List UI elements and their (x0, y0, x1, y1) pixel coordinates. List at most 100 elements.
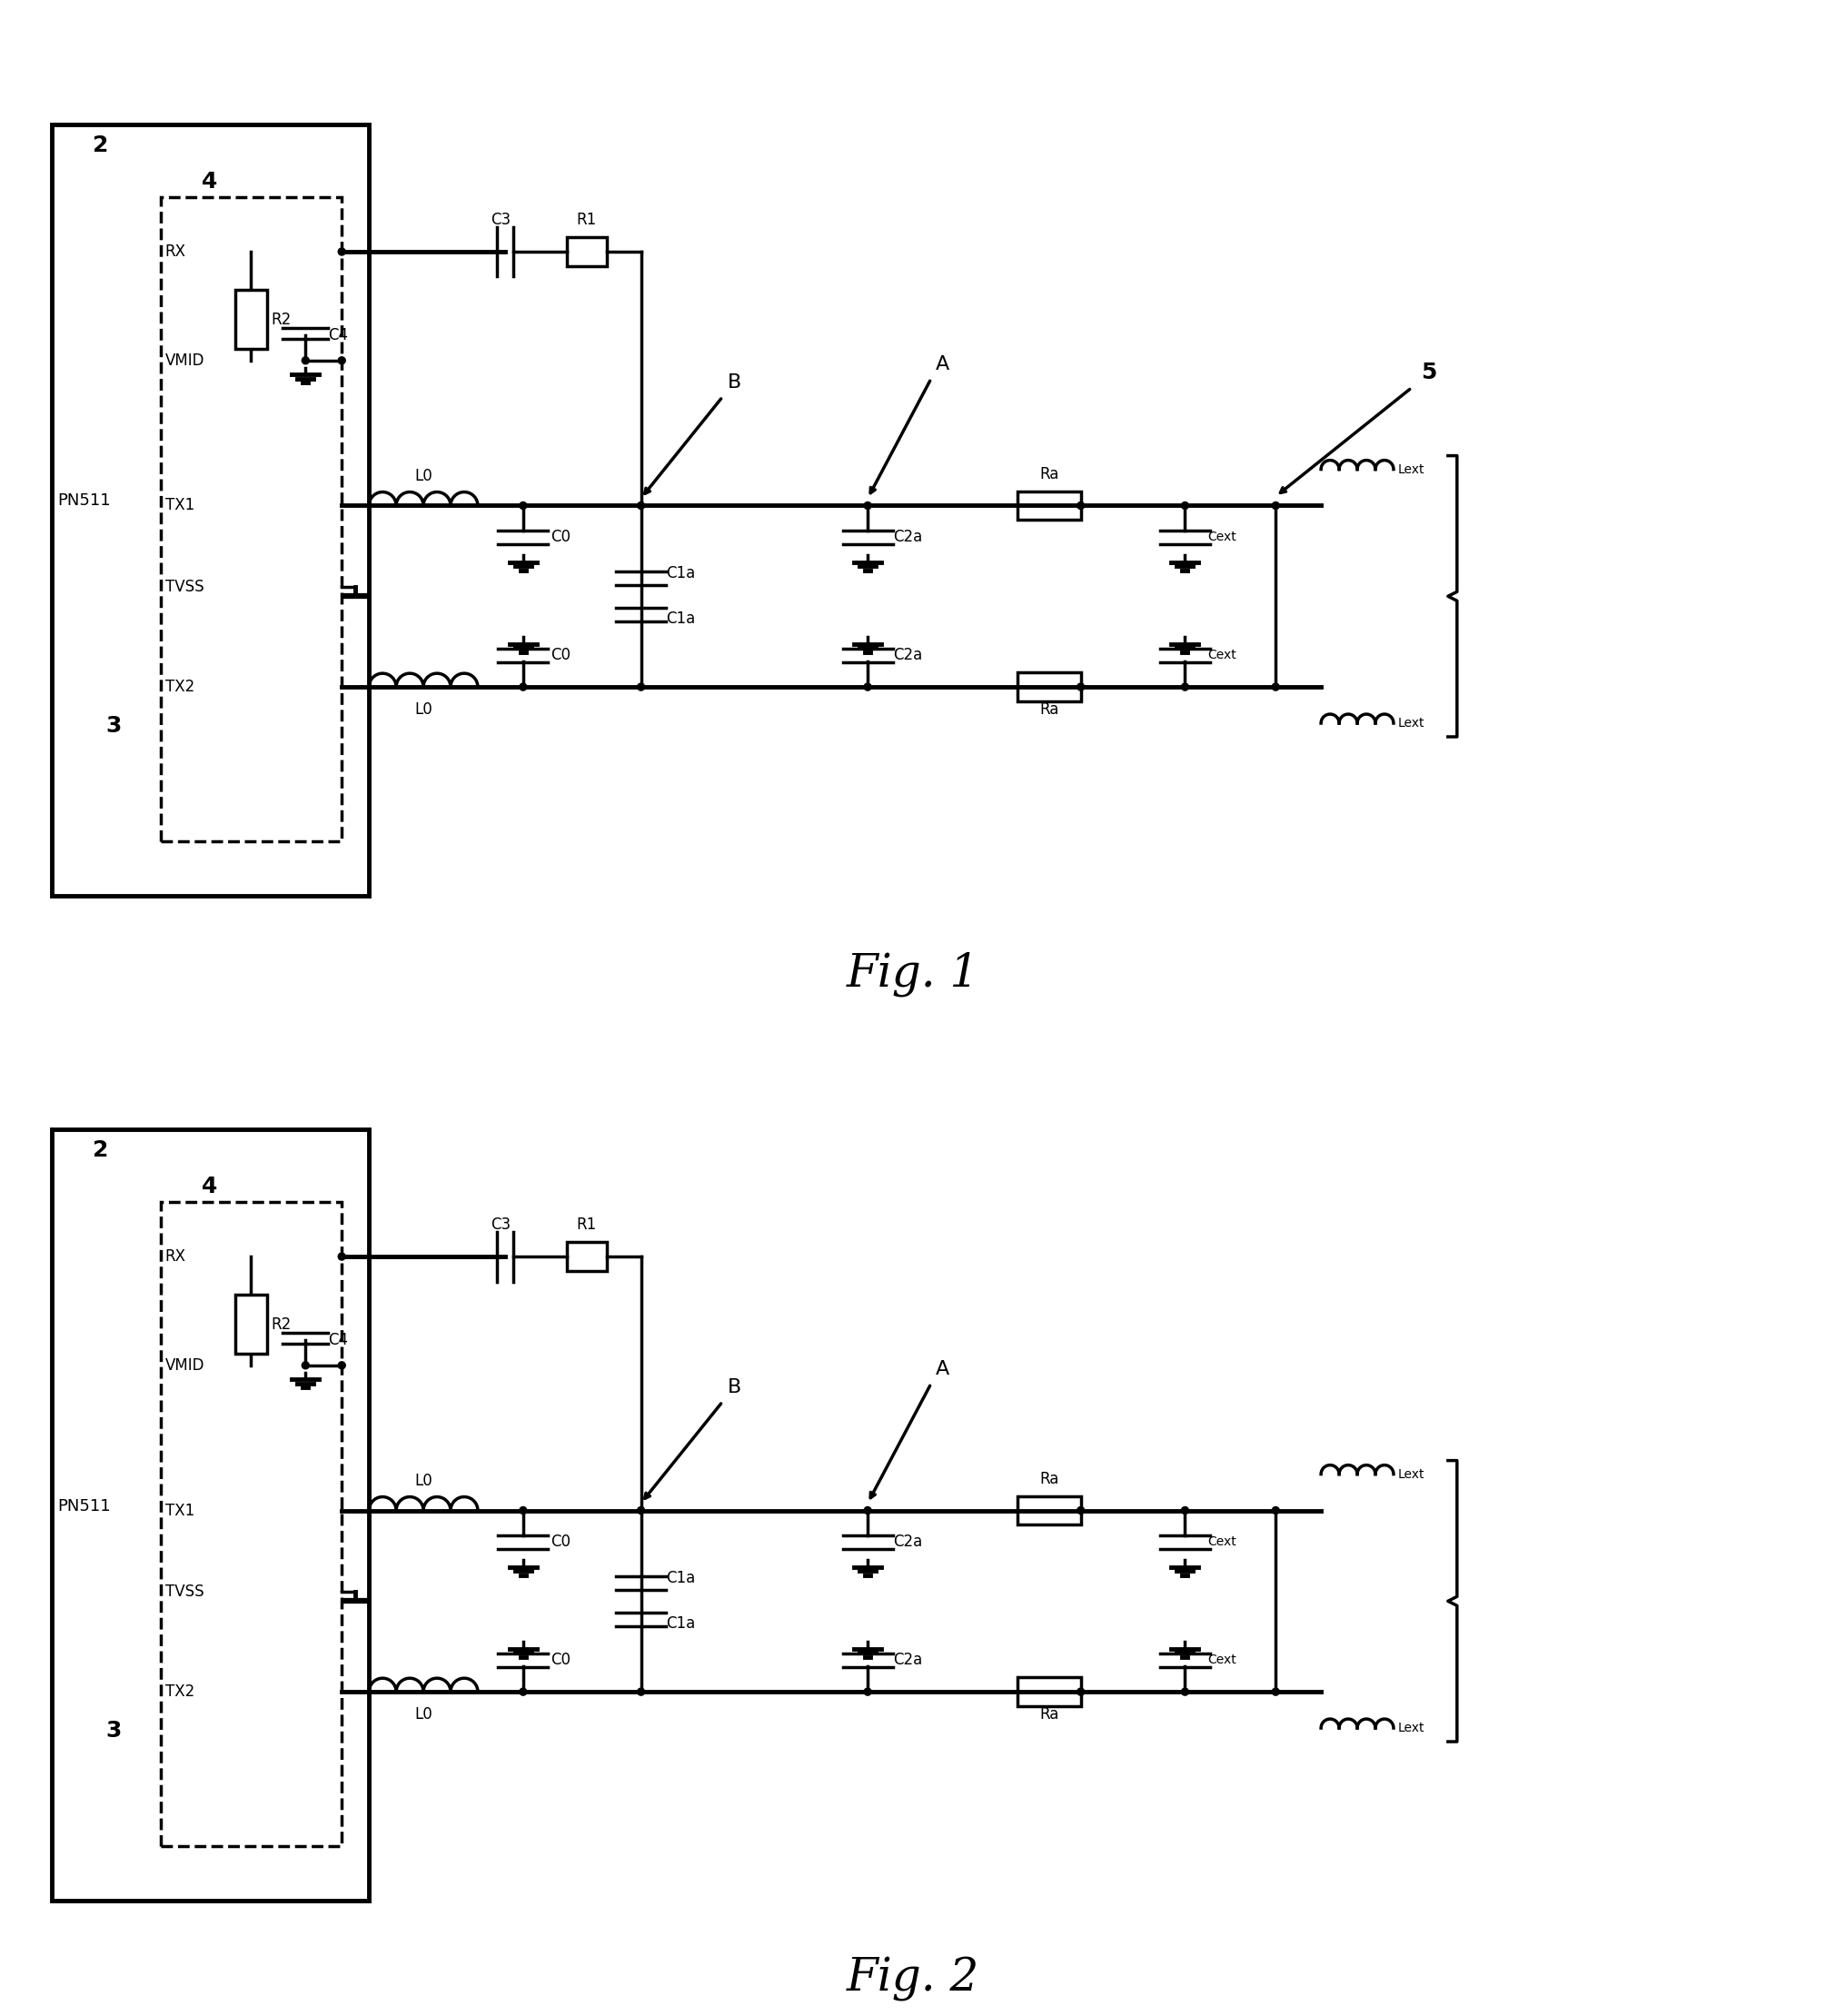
Circle shape (637, 1687, 645, 1695)
Text: Ra: Ra (1039, 1706, 1059, 1722)
Circle shape (519, 683, 526, 691)
Circle shape (1181, 1506, 1189, 1514)
Text: TVSS: TVSS (164, 1585, 205, 1601)
Text: C0: C0 (550, 1651, 570, 1667)
Text: VMID: VMID (164, 353, 205, 369)
Bar (1017, 1677, 1081, 1706)
Text: R1: R1 (577, 212, 597, 228)
Text: Cext: Cext (1207, 1536, 1236, 1548)
Circle shape (1181, 502, 1189, 510)
Text: Lext: Lext (1399, 718, 1424, 730)
Circle shape (637, 502, 645, 510)
Circle shape (864, 1687, 871, 1695)
Text: C4: C4 (329, 327, 349, 343)
Text: Lext: Lext (1399, 464, 1424, 476)
Text: Cext: Cext (1207, 530, 1236, 544)
Text: TX2: TX2 (164, 679, 194, 696)
Text: 3: 3 (106, 1720, 122, 1742)
Text: C2a: C2a (893, 1651, 922, 1667)
Text: Lext: Lext (1399, 1468, 1424, 1480)
Text: Cext: Cext (1207, 649, 1236, 661)
Bar (1017, 492, 1081, 520)
Circle shape (1273, 683, 1280, 691)
Text: RX: RX (164, 244, 186, 260)
Text: A: A (935, 355, 950, 373)
Text: Ra: Ra (1039, 1470, 1059, 1488)
Circle shape (338, 248, 345, 256)
Text: R2: R2 (270, 1316, 292, 1333)
Text: L0: L0 (415, 1472, 433, 1488)
Circle shape (338, 1252, 345, 1260)
Text: PN511: PN511 (57, 1498, 111, 1514)
Circle shape (1181, 683, 1189, 691)
Bar (236, 1294, 267, 1355)
Text: C1a: C1a (666, 564, 696, 583)
Text: C1a: C1a (666, 1615, 696, 1631)
Text: B: B (727, 1379, 741, 1397)
Text: Fig. 1: Fig. 1 (847, 952, 979, 996)
Text: B: B (727, 373, 741, 391)
Circle shape (1077, 502, 1085, 510)
Circle shape (1077, 683, 1085, 691)
Text: C4: C4 (329, 1333, 349, 1349)
Bar (161, 198, 341, 841)
Text: 2: 2 (93, 1139, 108, 1161)
Circle shape (864, 683, 871, 691)
Bar (566, 1242, 606, 1270)
Text: C1a: C1a (666, 611, 696, 627)
Text: C3: C3 (491, 212, 511, 228)
Circle shape (1077, 1506, 1085, 1514)
Text: C2a: C2a (893, 647, 922, 663)
Text: VMID: VMID (164, 1357, 205, 1373)
Text: C0: C0 (550, 528, 570, 546)
Circle shape (637, 1506, 645, 1514)
Circle shape (1273, 502, 1280, 510)
Text: L0: L0 (415, 468, 433, 484)
Circle shape (1077, 1687, 1085, 1695)
Circle shape (519, 1687, 526, 1695)
Bar (51, 1129, 369, 1901)
Circle shape (864, 1506, 871, 1514)
Bar (236, 290, 267, 349)
Circle shape (1273, 1506, 1280, 1514)
Text: PN511: PN511 (57, 492, 111, 510)
Bar (161, 1202, 341, 1847)
Text: L0: L0 (415, 1706, 433, 1722)
Text: R2: R2 (270, 312, 292, 329)
Circle shape (637, 683, 645, 691)
Text: 5: 5 (1421, 361, 1437, 383)
Text: C2a: C2a (893, 528, 922, 546)
Circle shape (338, 1361, 345, 1369)
Text: TVSS: TVSS (164, 579, 205, 595)
Circle shape (1181, 1687, 1189, 1695)
Text: Fig. 2: Fig. 2 (847, 1956, 979, 2002)
Text: Ra: Ra (1039, 466, 1059, 482)
Bar (1017, 673, 1081, 702)
Circle shape (864, 502, 871, 510)
Text: 2: 2 (93, 135, 108, 157)
Text: L0: L0 (415, 702, 433, 718)
Circle shape (519, 1506, 526, 1514)
Text: C1a: C1a (666, 1570, 696, 1587)
Text: C3: C3 (491, 1216, 511, 1234)
Bar (51, 125, 369, 895)
Text: Ra: Ra (1039, 702, 1059, 718)
Text: 3: 3 (106, 716, 122, 736)
Text: 4: 4 (201, 1175, 217, 1198)
Text: RX: RX (164, 1248, 186, 1264)
Text: TX1: TX1 (164, 498, 194, 514)
Text: R1: R1 (577, 1216, 597, 1234)
Text: C0: C0 (550, 1534, 570, 1550)
Text: 4: 4 (201, 171, 217, 194)
Circle shape (301, 1361, 309, 1369)
Circle shape (519, 502, 526, 510)
Text: Cext: Cext (1207, 1653, 1236, 1667)
Text: TX2: TX2 (164, 1683, 194, 1699)
Text: TX1: TX1 (164, 1502, 194, 1518)
Text: A: A (935, 1361, 950, 1379)
Circle shape (301, 357, 309, 365)
Text: Lext: Lext (1399, 1722, 1424, 1734)
Text: C0: C0 (550, 647, 570, 663)
Text: C2a: C2a (893, 1534, 922, 1550)
Circle shape (1273, 1687, 1280, 1695)
